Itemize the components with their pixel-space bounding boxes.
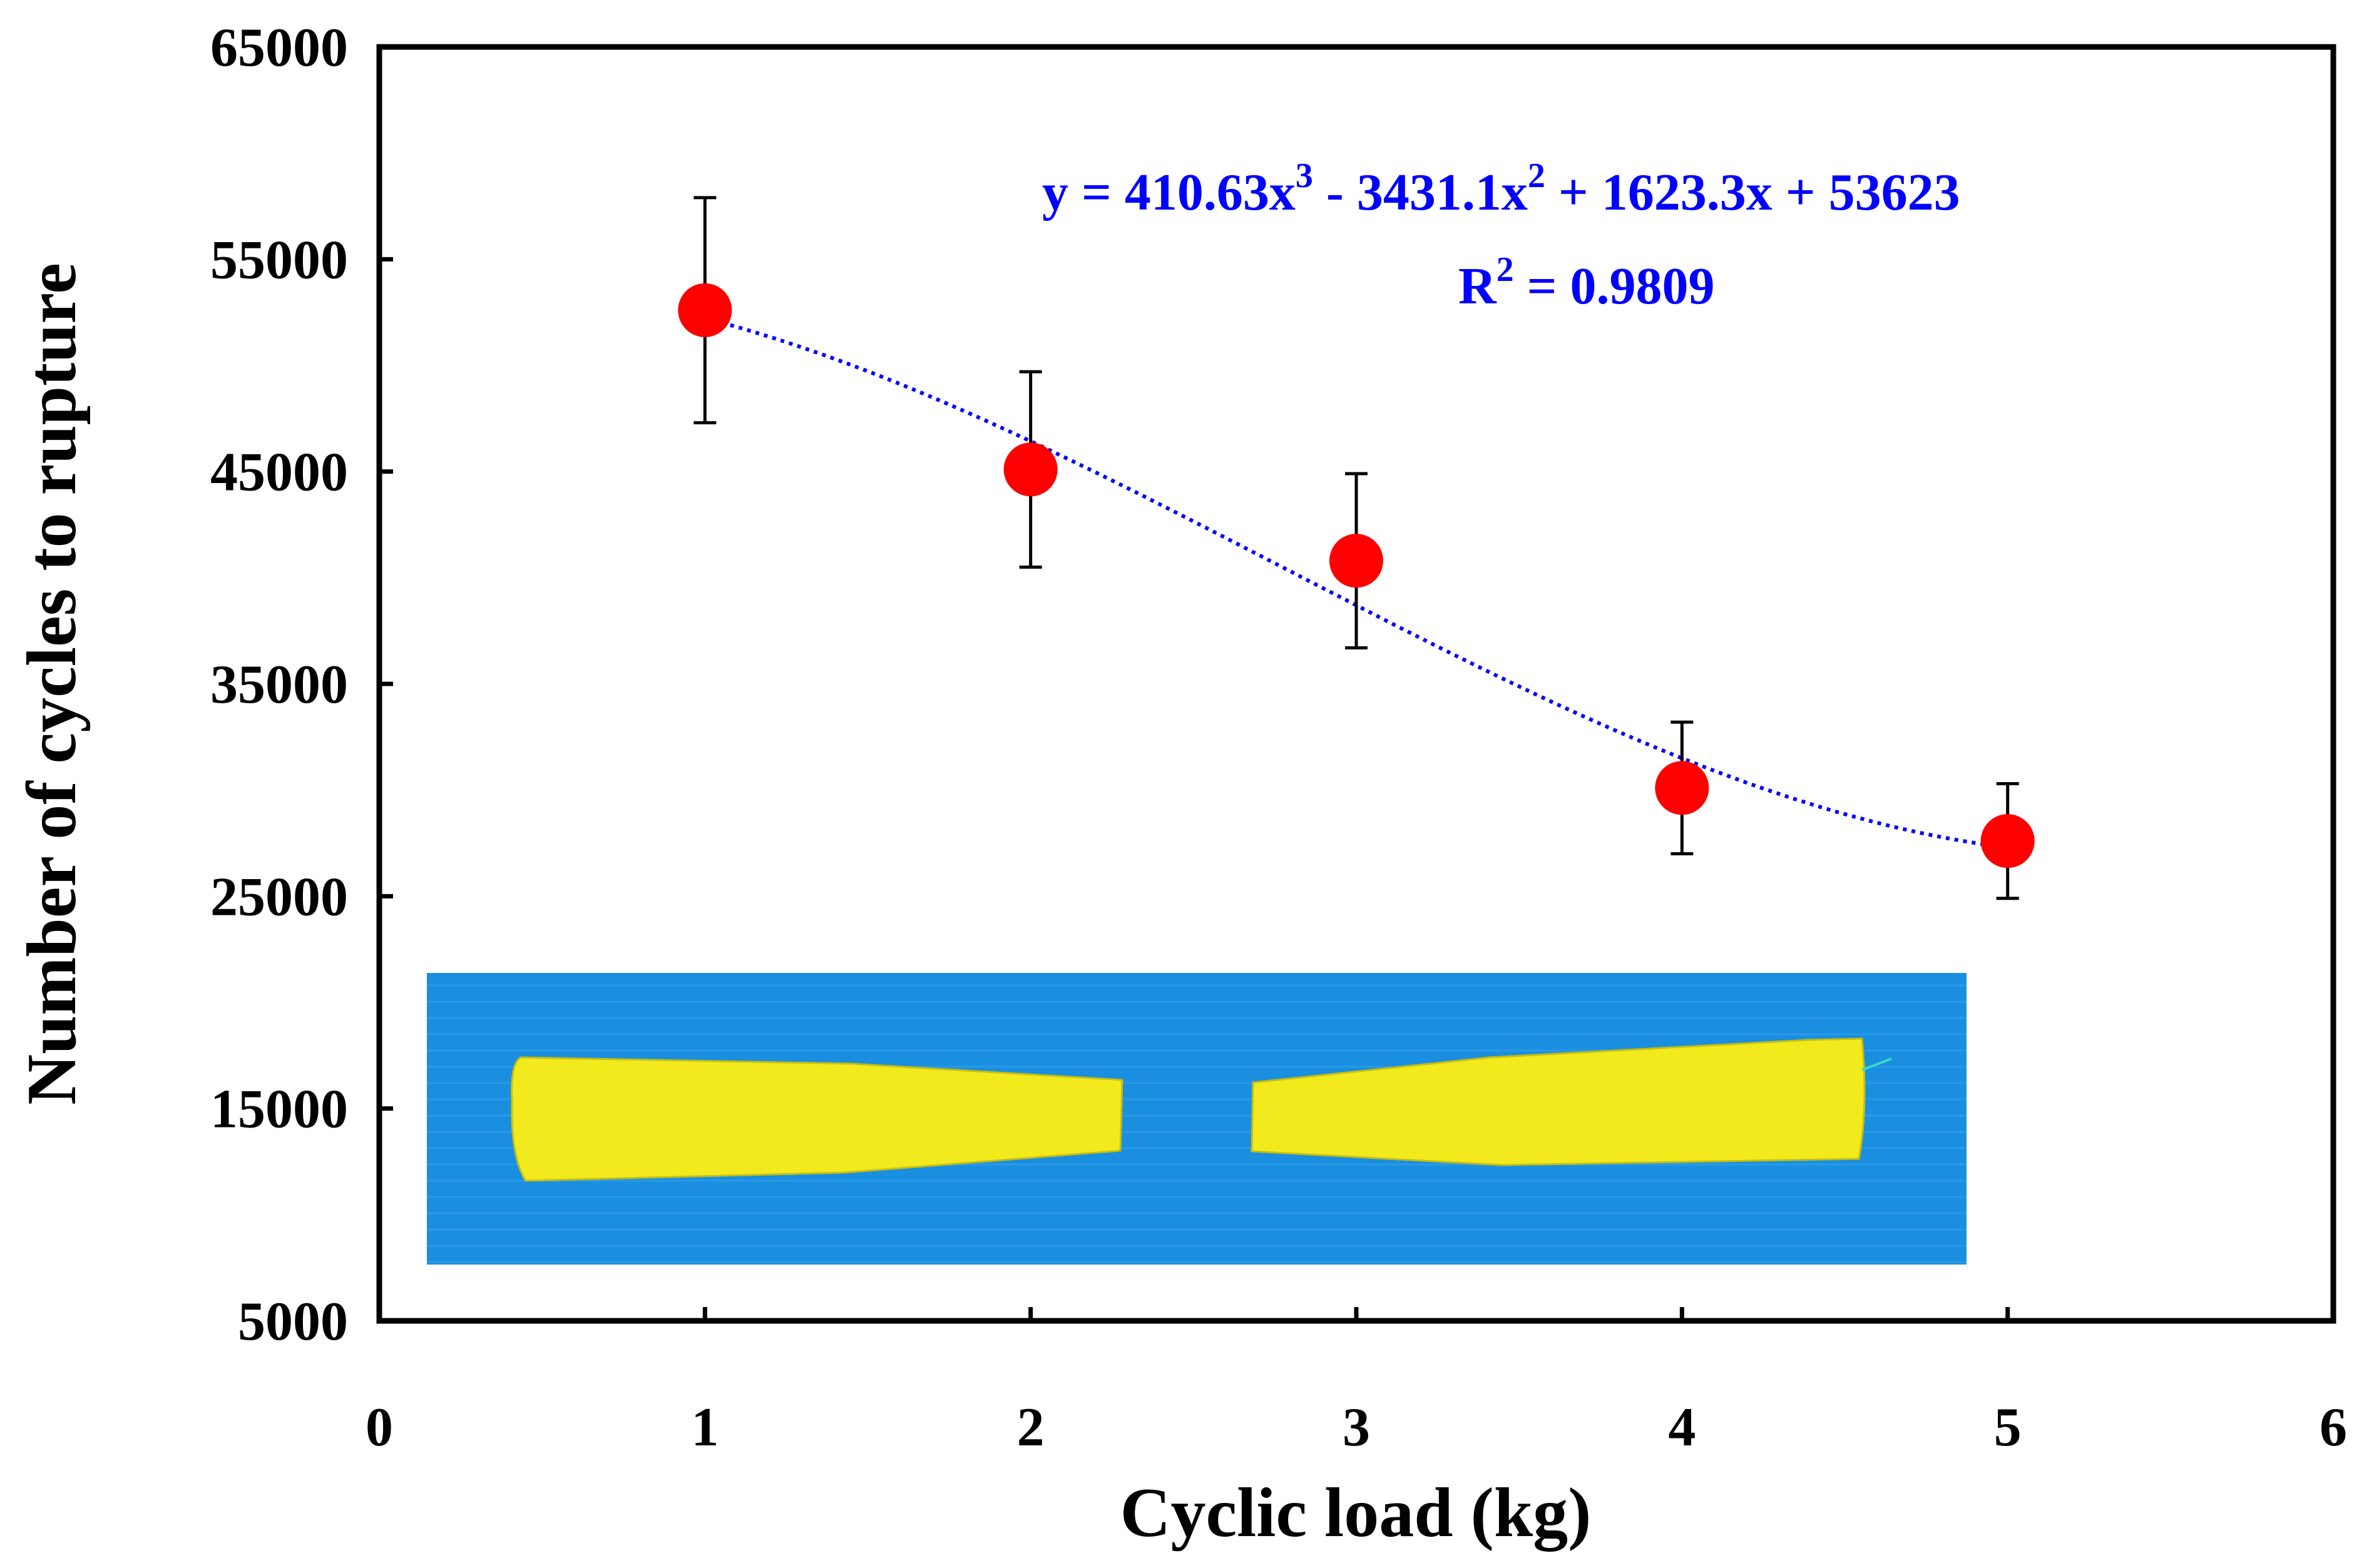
- y-axis-tick-labels: 5000 15000 25000 35000 45000 55000 65000: [210, 18, 348, 1352]
- y-tick-label: 25000: [210, 867, 348, 927]
- x-tick-label: 3: [1343, 1397, 1370, 1458]
- x-axis-ticks: [377, 1307, 2336, 1321]
- equation-part-1: y = 410.63x: [1042, 163, 1296, 221]
- x-tick-label: 2: [1017, 1397, 1045, 1458]
- x-tick-label: 0: [366, 1397, 393, 1458]
- x-tick-label: 5: [1994, 1397, 2022, 1458]
- y-tick-label: 55000: [210, 230, 348, 290]
- specimen-photo-inset: [427, 973, 1967, 1265]
- y-tick-label: 65000: [210, 18, 348, 78]
- y-axis-ticks: [379, 44, 393, 1323]
- y-tick-label: 35000: [210, 654, 348, 715]
- specimen-wire: [1861, 1057, 1892, 1071]
- y-axis-title: Number of cycles to rupture: [13, 263, 91, 1105]
- data-point: [678, 283, 732, 337]
- y-tick-label: 45000: [210, 442, 348, 503]
- y-tick-label: 5000: [238, 1291, 348, 1352]
- equation-part-2: - 3431.1x: [1313, 163, 1528, 221]
- data-point: [1329, 534, 1383, 588]
- data-point: [1655, 761, 1709, 815]
- x-tick-label: 6: [2320, 1397, 2347, 1458]
- x-axis-title: Cyclic load (kg): [1120, 1474, 1592, 1552]
- x-tick-label: 1: [691, 1397, 719, 1458]
- equation-part-3: + 1623.3x + 53623: [1545, 163, 1960, 221]
- trendline-r-squared: R2 = 0.9809: [1458, 250, 1715, 315]
- r2-prefix: R: [1458, 257, 1497, 315]
- specimen-left-half: [511, 1056, 1123, 1182]
- equation-sup-1: 3: [1296, 156, 1313, 195]
- specimen-right-half: [1251, 1037, 1866, 1166]
- data-points: [678, 283, 2035, 868]
- x-axis-tick-labels: 0 1 2 3 4 5 6: [366, 1397, 2347, 1458]
- data-point: [1980, 814, 2035, 868]
- r2-suffix: = 0.9809: [1514, 257, 1715, 315]
- y-tick-label: 15000: [210, 1079, 348, 1140]
- data-point: [1003, 442, 1058, 497]
- trendline-equation: y = 410.63x3 - 3431.1x2 + 1623.3x + 5362…: [1042, 156, 1960, 221]
- equation-sup-2: 2: [1528, 156, 1545, 195]
- r2-sup: 2: [1497, 250, 1514, 289]
- x-tick-label: 4: [1668, 1397, 1696, 1458]
